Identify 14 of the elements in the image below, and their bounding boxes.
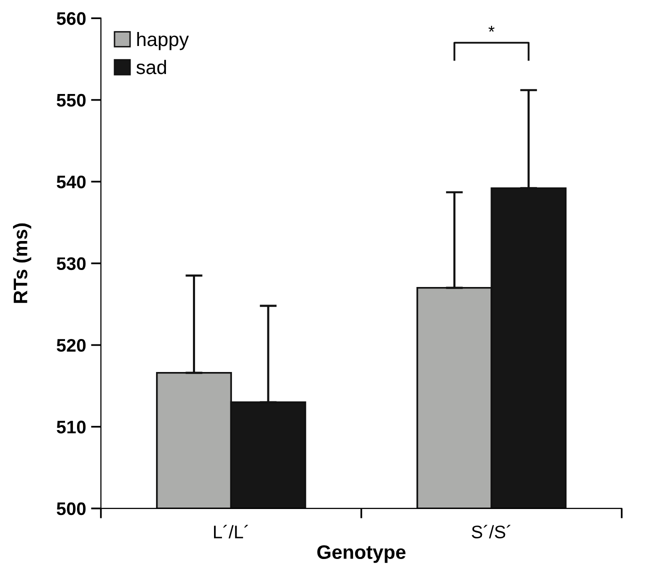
- y-tick-label: 520: [56, 338, 86, 352]
- y-tick-label: 550: [56, 94, 86, 107]
- x-tick-label: L´/L´: [214, 524, 248, 538]
- y-tick-label: 530: [56, 257, 86, 270]
- legend-label: sad: [136, 60, 166, 74]
- y-tick-label: 560: [56, 12, 86, 25]
- y-axis-title: RTs (ms): [13, 223, 32, 303]
- legend-label: happy: [137, 32, 189, 50]
- annotation: *: [488, 26, 494, 32]
- y-tick-label: 510: [56, 420, 86, 434]
- x-tick-label: S´/S´: [472, 524, 510, 538]
- y-tick-label: 540: [56, 176, 86, 188]
- y-tick-label: 500: [56, 502, 86, 516]
- x-axis-title: Genotype: [317, 545, 406, 563]
